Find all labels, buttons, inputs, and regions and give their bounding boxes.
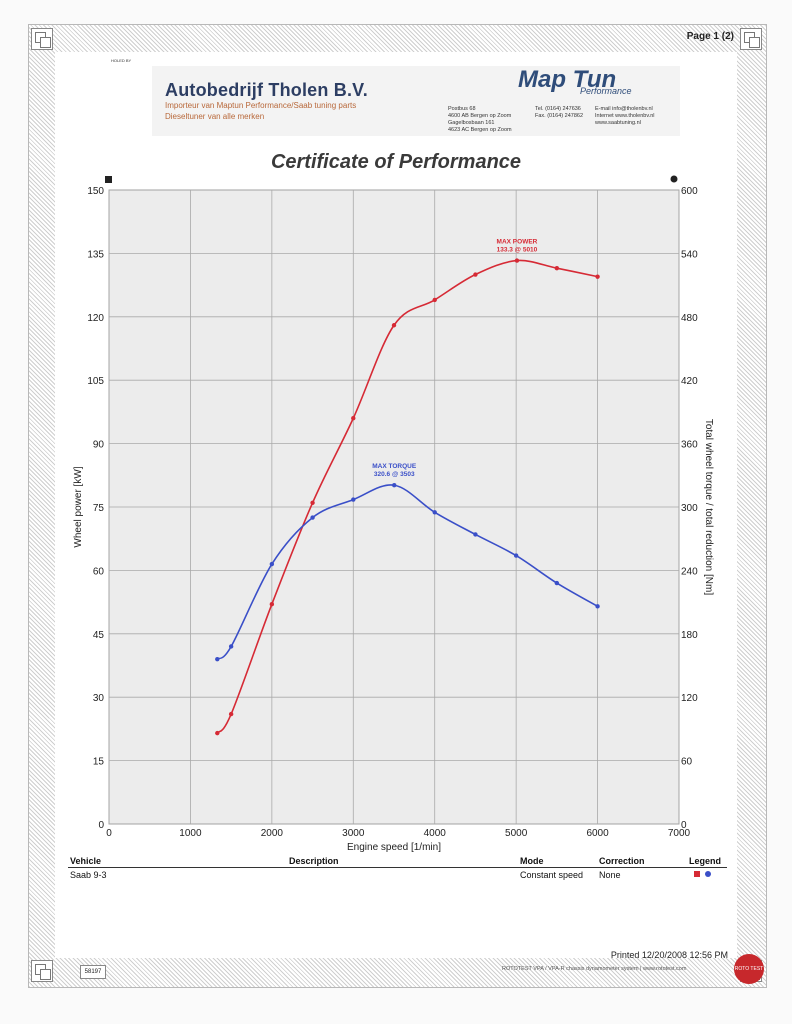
x-tick-label: 2000 bbox=[261, 828, 284, 839]
y-tick-label: 75 bbox=[93, 503, 105, 514]
y2-tick-label: 0 bbox=[681, 820, 687, 831]
y2-tick-label: 300 bbox=[681, 503, 698, 514]
y-tick-label: 15 bbox=[93, 757, 105, 768]
x-tick-label: 7000 bbox=[668, 828, 691, 839]
printed-date: Printed 12/20/2008 12:56 PM bbox=[610, 950, 728, 960]
torque-point bbox=[351, 497, 356, 502]
company-tagline-1: Importeur van Maptun Performance/Saab tu… bbox=[165, 101, 357, 110]
page-label: Page 1 (2) bbox=[686, 31, 734, 42]
company-web: E-mail info@tholenbv.nl Internet www.tho… bbox=[595, 106, 655, 126]
torque-point bbox=[432, 510, 437, 515]
rototest-footer: ROTOTEST VPA / VPA-R chassis dynamometer… bbox=[502, 966, 687, 972]
x-axis-label: Engine speed [1/min] bbox=[347, 842, 441, 853]
y2-tick-label: 480 bbox=[681, 313, 698, 324]
mode-header: Mode bbox=[520, 856, 544, 866]
power-point bbox=[473, 272, 478, 277]
torque-point bbox=[595, 604, 600, 609]
torque-point bbox=[392, 483, 397, 488]
description-header: Description bbox=[289, 856, 339, 866]
torque-point bbox=[513, 553, 519, 558]
legend-header: Legend bbox=[689, 856, 722, 866]
company-name: Autobedrijf Tholen B.V. bbox=[165, 80, 368, 100]
y2-tick-label: 600 bbox=[681, 186, 698, 197]
tick-labels: 0 1000 2000 3000 4000 5000 6000 700001530456075… bbox=[87, 186, 698, 839]
y-tick-label: 45 bbox=[93, 630, 105, 641]
annotation-value: 320.6 @ 3503 bbox=[374, 471, 415, 478]
x-tick-label: 0 bbox=[106, 828, 112, 839]
torque-point bbox=[473, 532, 478, 537]
y-tick-label: 105 bbox=[87, 376, 104, 387]
x-tick-label: 4000 bbox=[424, 828, 447, 839]
power-point bbox=[215, 730, 220, 736]
power-point bbox=[228, 711, 234, 717]
power-point bbox=[310, 500, 315, 505]
chart-corner-dot bbox=[670, 175, 678, 183]
y2-tick-label: 540 bbox=[681, 249, 698, 260]
x-tick-label: 3000 bbox=[342, 828, 365, 839]
company-phone: Tel. (0164) 247636 Fax. (0164) 247862 bbox=[535, 106, 584, 119]
torque-point bbox=[228, 644, 234, 649]
correction-header: Correction bbox=[599, 856, 645, 866]
footer-divider bbox=[68, 867, 727, 868]
corner-mark-top-left bbox=[31, 28, 53, 50]
power-point bbox=[514, 258, 520, 263]
power-point bbox=[432, 297, 437, 303]
x-tick-label: 5000 bbox=[505, 828, 528, 839]
correction-value: None bbox=[599, 870, 621, 880]
maptun-logo: Map Tun bbox=[518, 66, 617, 93]
y2-axis-label: Total wheel torque / total reduction [Nm… bbox=[703, 419, 714, 595]
vehicle-value: Saab 9-3 bbox=[70, 870, 107, 880]
vehicle-header: Vehicle bbox=[70, 856, 102, 866]
power-point bbox=[595, 274, 600, 279]
power-curve bbox=[216, 259, 598, 734]
annotation-title: MAX POWER bbox=[497, 239, 538, 246]
y2-tick-label: 60 bbox=[681, 757, 693, 768]
corner-mark-bottom-left bbox=[31, 960, 53, 982]
certificate-title: Certificate of Performance bbox=[270, 151, 522, 173]
corner-mark-top-right bbox=[740, 28, 762, 50]
mode-value: Constant speed bbox=[520, 870, 584, 880]
rototest-seal: ROTO TEST bbox=[734, 954, 764, 984]
x-tick-label: 6000 bbox=[586, 828, 609, 839]
header-banner bbox=[152, 66, 680, 136]
maptun-logo-sub: Performance bbox=[580, 86, 632, 96]
company-tagline-2: Dieseltuner van alle merken bbox=[165, 112, 265, 121]
y-axis-label: Wheel power [kW] bbox=[73, 466, 84, 547]
y2-tick-label: 180 bbox=[681, 630, 698, 641]
x-tick-label: 1000 bbox=[179, 828, 202, 839]
header-small-label: HOLED BY bbox=[111, 58, 132, 63]
y2-tick-label: 360 bbox=[681, 440, 698, 451]
y-tick-label: 0 bbox=[98, 820, 104, 831]
y-tick-label: 90 bbox=[93, 440, 105, 451]
y-tick-label: 135 bbox=[87, 249, 104, 260]
chart-corner-square bbox=[105, 176, 112, 183]
torque-point bbox=[269, 561, 275, 567]
power-point bbox=[269, 602, 275, 607]
y-tick-label: 150 bbox=[87, 186, 104, 197]
power-point bbox=[351, 416, 356, 421]
torque-point bbox=[310, 515, 315, 520]
torque-point bbox=[554, 580, 560, 586]
y-tick-label: 30 bbox=[93, 693, 105, 704]
company-address: Postbus 68 4600 AB Bergen op Zoom Gagelb… bbox=[448, 106, 512, 133]
power-point bbox=[391, 323, 397, 328]
legend-power-swatch bbox=[694, 871, 700, 877]
series-lines bbox=[215, 258, 600, 736]
power-point bbox=[554, 265, 560, 271]
annotation-value: 133.3 @ 5010 bbox=[497, 247, 538, 254]
legend-torque-swatch bbox=[705, 871, 711, 877]
y2-tick-label: 120 bbox=[681, 693, 698, 704]
y2-tick-label: 240 bbox=[681, 566, 698, 577]
annotation-title: MAX TORQUE bbox=[372, 463, 417, 470]
y2-tick-label: 420 bbox=[681, 376, 698, 387]
y-tick-label: 60 bbox=[93, 566, 105, 577]
document-id: 58197 bbox=[80, 965, 106, 979]
y-tick-label: 120 bbox=[87, 313, 104, 324]
torque-point bbox=[215, 656, 220, 662]
grid-lines bbox=[108, 189, 680, 825]
